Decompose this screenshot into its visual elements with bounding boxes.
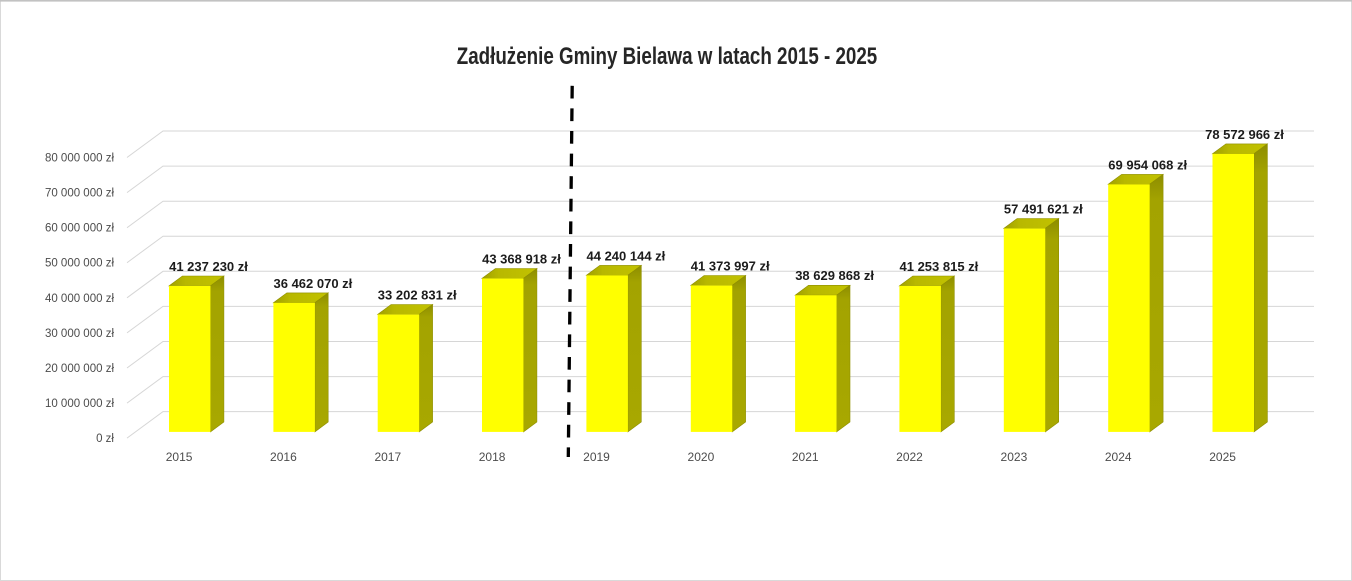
svg-text:40 000 000 zł: 40 000 000 zł bbox=[45, 293, 115, 305]
svg-text:70 000 000 zł: 70 000 000 zł bbox=[45, 188, 115, 200]
svg-text:2022: 2022 bbox=[896, 450, 923, 464]
svg-text:69 954 068 zł: 69 954 068 zł bbox=[1108, 157, 1187, 172]
svg-text:33 202 831 zł: 33 202 831 zł bbox=[378, 287, 457, 302]
svg-text:60 000 000 zł: 60 000 000 zł bbox=[45, 223, 115, 235]
svg-text:Zadłużenie Gminy Bielawa w lat: Zadłużenie Gminy Bielawa w latach 2015 -… bbox=[457, 43, 878, 70]
svg-text:50 000 000 zł: 50 000 000 zł bbox=[45, 258, 115, 270]
svg-text:2015: 2015 bbox=[166, 450, 193, 464]
svg-text:38 629 868 zł: 38 629 868 zł bbox=[795, 268, 874, 283]
svg-text:2023: 2023 bbox=[1001, 450, 1028, 464]
svg-text:80 000 000 zł: 80 000 000 zł bbox=[45, 153, 115, 165]
svg-text:10 000 000 zł: 10 000 000 zł bbox=[45, 398, 115, 410]
svg-text:20 000 000 zł: 20 000 000 zł bbox=[45, 363, 115, 375]
svg-text:30 000 000 zł: 30 000 000 zł bbox=[45, 328, 115, 340]
svg-text:41 237 230 zł: 41 237 230 zł bbox=[169, 259, 248, 274]
svg-text:41 253 815 zł: 41 253 815 zł bbox=[900, 259, 979, 274]
svg-text:2018: 2018 bbox=[479, 450, 506, 464]
svg-text:2019: 2019 bbox=[583, 450, 610, 464]
svg-text:78 572 966 zł: 78 572 966 zł bbox=[1205, 127, 1284, 142]
svg-text:41 373 997 zł: 41 373 997 zł bbox=[691, 258, 770, 273]
svg-text:2016: 2016 bbox=[270, 450, 297, 464]
svg-text:2017: 2017 bbox=[374, 450, 401, 464]
svg-text:57 491 621 zł: 57 491 621 zł bbox=[1004, 201, 1083, 216]
svg-text:0 zł: 0 zł bbox=[96, 433, 114, 445]
svg-text:2024: 2024 bbox=[1105, 450, 1132, 464]
svg-text:43 368 918 zł: 43 368 918 zł bbox=[482, 251, 561, 266]
svg-text:2025: 2025 bbox=[1209, 450, 1236, 464]
svg-text:2020: 2020 bbox=[688, 450, 715, 464]
svg-text:44 240 144 zł: 44 240 144 zł bbox=[587, 248, 666, 263]
svg-text:36 462 070 zł: 36 462 070 zł bbox=[274, 276, 353, 291]
svg-text:2021: 2021 bbox=[792, 450, 819, 464]
